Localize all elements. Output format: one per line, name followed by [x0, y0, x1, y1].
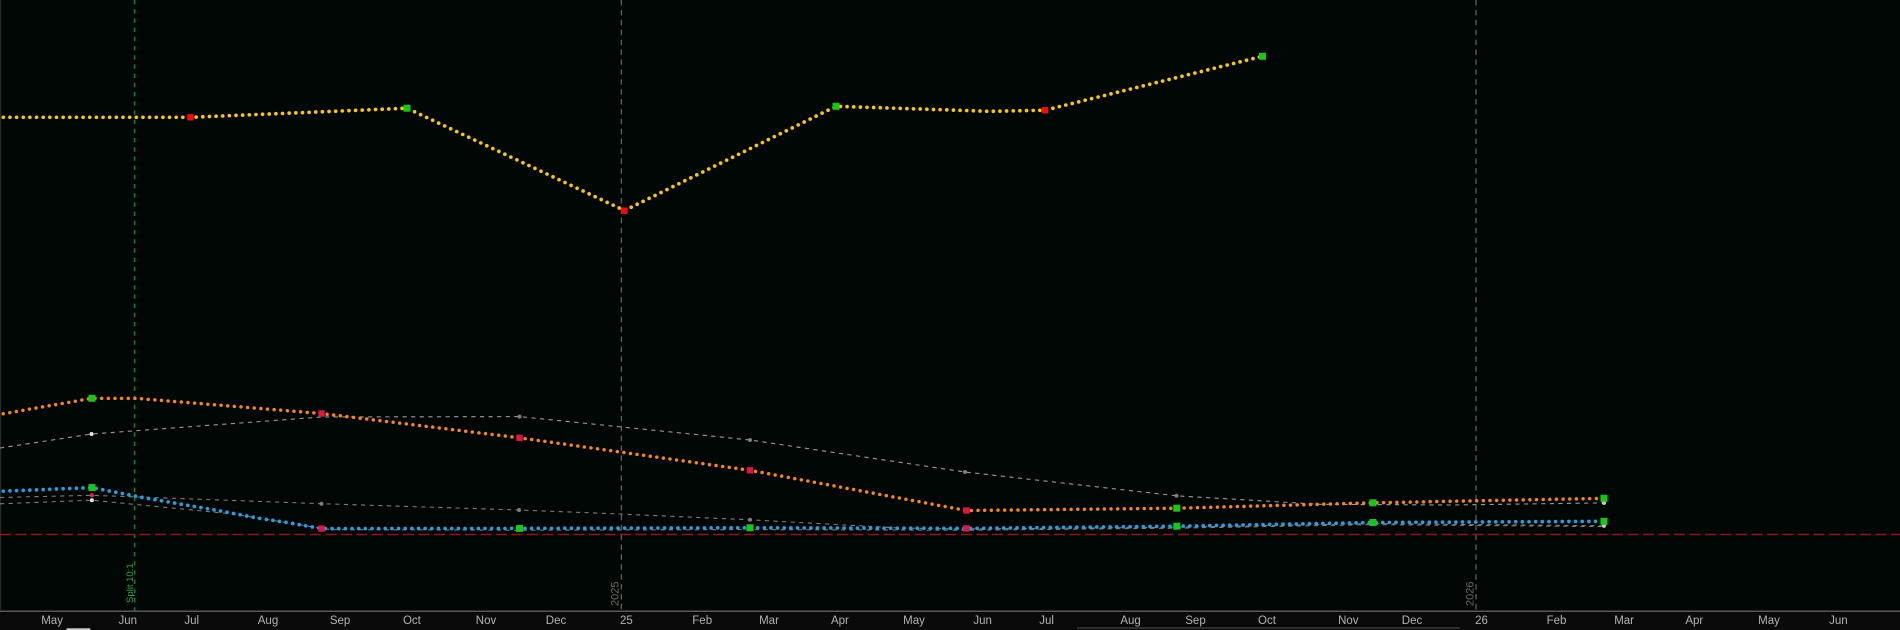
svg-text:Jun: Jun	[1829, 615, 1848, 627]
svg-text:Sep: Sep	[330, 615, 350, 627]
svg-text:Oct: Oct	[1258, 615, 1277, 627]
svg-text:25: 25	[620, 615, 633, 627]
svg-text:Jul: Jul	[1039, 615, 1054, 627]
svg-text:Dec: Dec	[1402, 615, 1423, 627]
svg-text:May: May	[41, 615, 63, 627]
svg-text:Apr: Apr	[1685, 615, 1703, 627]
svg-text:Jun: Jun	[119, 615, 138, 627]
svg-text:Feb: Feb	[1547, 615, 1567, 627]
svg-text:Sep: Sep	[1185, 615, 1205, 627]
svg-text:May: May	[1758, 615, 1780, 627]
svg-text:Dec: Dec	[546, 615, 567, 627]
svg-text:Split 10:1: Split 10:1	[125, 563, 136, 603]
svg-text:Jul: Jul	[184, 615, 199, 627]
svg-text:Mar: Mar	[1614, 615, 1634, 627]
svg-text:Aug: Aug	[1120, 615, 1140, 627]
svg-text:May: May	[903, 615, 925, 627]
svg-text:Apr: Apr	[831, 615, 849, 627]
svg-text:Mar: Mar	[759, 615, 779, 627]
svg-text:Oct: Oct	[403, 615, 422, 627]
svg-text:Jun: Jun	[973, 615, 992, 627]
svg-text:Nov: Nov	[476, 615, 497, 627]
svg-text:26: 26	[1475, 615, 1488, 627]
svg-text:2025: 2025	[610, 582, 622, 606]
svg-text:2026: 2026	[1465, 582, 1477, 606]
svg-text:Feb: Feb	[692, 615, 712, 627]
svg-text:Nov: Nov	[1338, 615, 1359, 627]
svg-text:Aug: Aug	[258, 615, 278, 627]
